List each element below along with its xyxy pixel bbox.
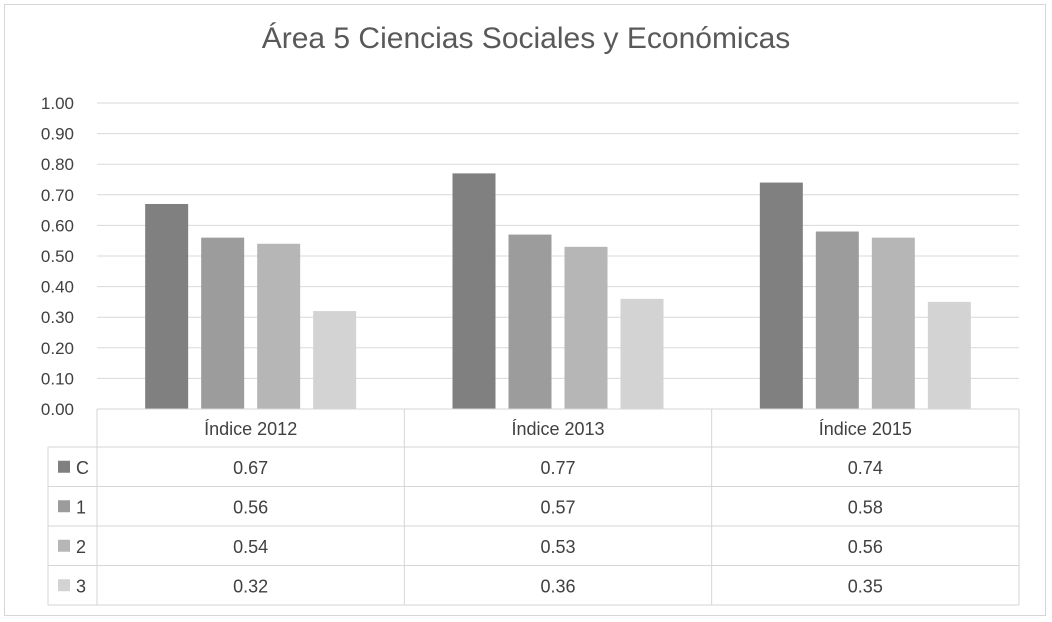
y-tick-label: 0.90 [41,125,74,144]
bar-series-3-1 [313,311,357,409]
data-label: 0.58 [848,497,883,517]
y-tick-label: 0.20 [41,339,74,358]
legend-key-3 [58,579,70,592]
legend-label-C: C [76,458,89,478]
bar-series-C-2 [452,173,496,409]
bar-series-1-2 [508,234,552,409]
bar-series-C-1 [145,203,189,409]
y-tick-label: 0.00 [41,400,74,419]
y-tick-label: 0.50 [41,247,74,266]
category-label: Índice 2015 [819,419,912,439]
y-tick-label: 0.10 [41,369,74,388]
data-label: 0.56 [848,537,883,557]
bar-series-3-2 [620,298,664,409]
data-label: 0.56 [233,497,268,517]
legend-key-C [58,460,70,473]
data-label: 0.54 [233,537,268,557]
y-tick-label: 0.40 [41,278,74,297]
category-label: Índice 2012 [204,419,297,439]
data-label: 0.36 [540,576,575,596]
bar-series-C-3 [759,182,803,409]
data-label: 0.67 [233,458,268,478]
y-tick-label: 0.60 [41,216,74,235]
bar-series-2-1 [257,243,301,409]
bar-series-3-3 [927,301,971,409]
data-label: 0.35 [848,576,883,596]
data-label: 0.74 [848,458,883,478]
bar-series-1-3 [815,231,859,409]
data-label: 0.32 [233,576,268,596]
bar-series-2-2 [564,246,608,409]
bar-series-1-1 [201,237,245,409]
y-tick-label: 0.70 [41,186,74,205]
chart-title: Área 5 Ciencias Sociales y Económicas [261,22,791,55]
y-tick-label: 0.30 [41,308,74,327]
legend-key-1 [58,500,70,513]
y-tick-label: 0.80 [41,155,74,174]
y-tick-label: 1.00 [41,94,74,113]
legend-label-1: 1 [76,497,86,517]
data-label: 0.77 [540,458,575,478]
data-label: 0.57 [540,497,575,517]
legend-label-2: 2 [76,537,86,557]
category-label: Índice 2013 [511,419,604,439]
data-label: 0.53 [540,537,575,557]
legend-key-2 [58,539,70,552]
legend-label-3: 3 [76,576,86,596]
bar-series-2-3 [871,237,915,409]
